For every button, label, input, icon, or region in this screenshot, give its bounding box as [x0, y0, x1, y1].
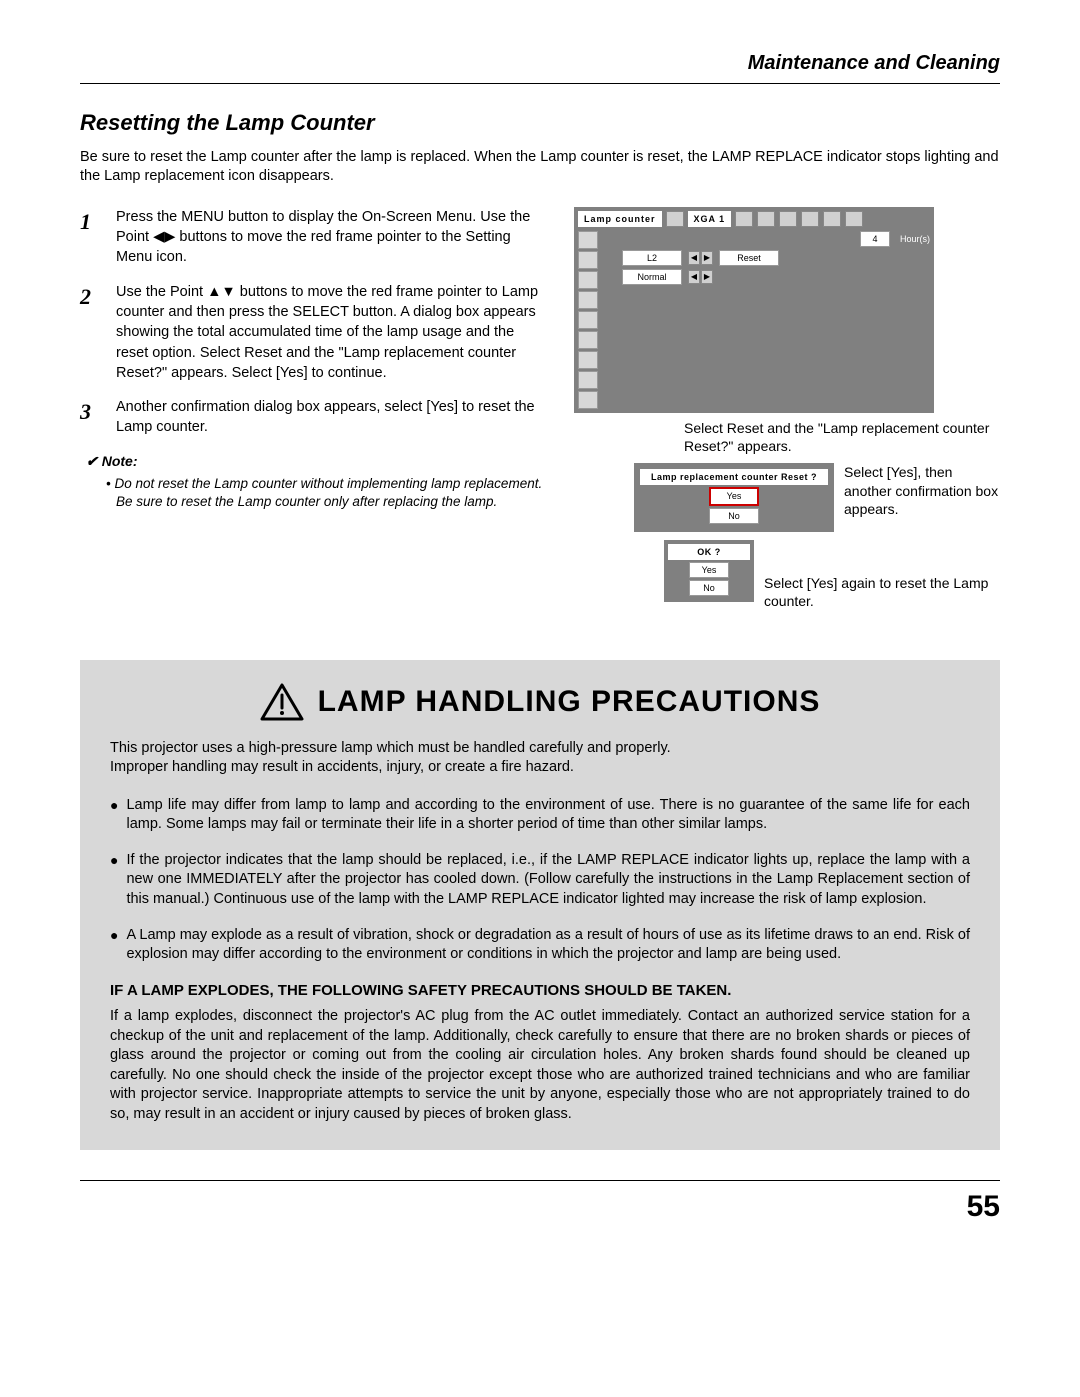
note-text: Do not reset the Lamp counter without im…	[106, 475, 550, 511]
osd-hours-value: 4	[860, 231, 890, 247]
osd-side-icon	[578, 251, 598, 269]
step-1: 1 Press the MENU button to display the O…	[80, 207, 550, 268]
osd-top-icon	[666, 211, 684, 227]
left-arrow-icon: ◀	[688, 270, 700, 284]
ok-dialog: OK ? Yes No	[664, 540, 754, 602]
note-label: Note:	[86, 452, 550, 471]
left-arrow-icon: ◀	[688, 251, 700, 265]
osd-menu: Lamp counter XGA 1	[574, 207, 934, 413]
osd-hours-label: Hour(s)	[900, 233, 930, 245]
osd-caption-1: Select Reset and the "Lamp replacement c…	[684, 419, 1000, 455]
bullet-item: ● If the projector indicates that the la…	[110, 851, 970, 910]
page-number: 55	[80, 1187, 1000, 1228]
section-intro: Be sure to reset the Lamp counter after …	[80, 148, 1000, 187]
step-text: Another confirmation dialog box appears,…	[116, 397, 550, 438]
osd-top-icon	[845, 211, 863, 227]
bullet-text: If the projector indicates that the lamp…	[126, 851, 970, 910]
warning-icon	[260, 683, 304, 721]
right-arrow-icon: ▶	[701, 251, 713, 265]
footer-rule	[80, 1180, 1000, 1181]
prec-intro-line2: Improper handling may result in accident…	[110, 759, 574, 775]
section-title: Resetting the Lamp Counter	[80, 108, 1000, 138]
bullet-dot-icon: ●	[110, 851, 118, 910]
osd-side-icon	[578, 291, 598, 309]
osd-top-icon	[823, 211, 841, 227]
osd-side-icon	[578, 311, 598, 329]
osd-caption-3: Select [Yes] again to reset the Lamp cou…	[764, 540, 1000, 610]
step-number: 2	[80, 282, 102, 383]
bullet-text: Lamp life may differ from lamp to lamp a…	[126, 796, 970, 835]
step-2: 2 Use the Point ▲▼ buttons to move the r…	[80, 282, 550, 383]
dialog-no: No	[709, 508, 759, 524]
step-text: Press the MENU button to display the On-…	[116, 207, 550, 268]
osd-top-icon	[757, 211, 775, 227]
osd-reset: Reset	[719, 250, 779, 266]
osd-caption-2: Select [Yes], then another confirmation …	[844, 463, 1000, 518]
osd-side-icon	[578, 371, 598, 389]
step-number: 1	[80, 207, 102, 268]
chapter-title: Maintenance and Cleaning	[80, 50, 1000, 83]
osd-side-icon	[578, 351, 598, 369]
bullet-dot-icon: ●	[110, 926, 118, 965]
osd-side-icon	[578, 231, 598, 249]
osd-side-icon	[578, 271, 598, 289]
bullet-item: ● A Lamp may explode as a result of vibr…	[110, 926, 970, 965]
header-rule	[80, 83, 1000, 84]
osd-l2: L2	[622, 250, 682, 266]
dialog-yes: Yes	[709, 487, 759, 505]
right-arrow-icon: ▶	[701, 270, 713, 284]
osd-side-icon	[578, 391, 598, 409]
precautions-intro: This projector uses a high-pressure lamp…	[110, 739, 970, 778]
dialog-yes: Yes	[689, 562, 729, 578]
osd-title: Lamp counter	[578, 211, 662, 227]
step-text: Use the Point ▲▼ buttons to move the red…	[116, 282, 550, 383]
bullet-item: ● Lamp life may differ from lamp to lamp…	[110, 796, 970, 835]
osd-side-icon	[578, 331, 598, 349]
prec-intro-line1: This projector uses a high-pressure lamp…	[110, 740, 671, 756]
precautions-paragraph: If a lamp explodes, disconnect the proje…	[110, 1007, 970, 1124]
precautions-subhead: IF A LAMP EXPLODES, THE FOLLOWING SAFETY…	[110, 981, 970, 1001]
bullet-dot-icon: ●	[110, 796, 118, 835]
dialog-no: No	[689, 580, 729, 596]
dialog-title: OK ?	[668, 544, 750, 560]
osd-top-icon	[779, 211, 797, 227]
osd-top-icon	[801, 211, 819, 227]
osd-top-icon	[735, 211, 753, 227]
osd-normal: Normal	[622, 269, 682, 285]
precautions-title: LAMP HANDLING PRECAUTIONS	[318, 682, 821, 723]
precautions-box: LAMP HANDLING PRECAUTIONS This projector…	[80, 660, 1000, 1150]
step-3: 3 Another confirmation dialog box appear…	[80, 397, 550, 438]
bullet-text: A Lamp may explode as a result of vibrat…	[126, 926, 970, 965]
step-number: 3	[80, 397, 102, 438]
dialog-title: Lamp replacement counter Reset ?	[640, 469, 828, 485]
osd-mode: XGA 1	[688, 211, 732, 227]
reset-dialog: Lamp replacement counter Reset ? Yes No	[634, 463, 834, 531]
